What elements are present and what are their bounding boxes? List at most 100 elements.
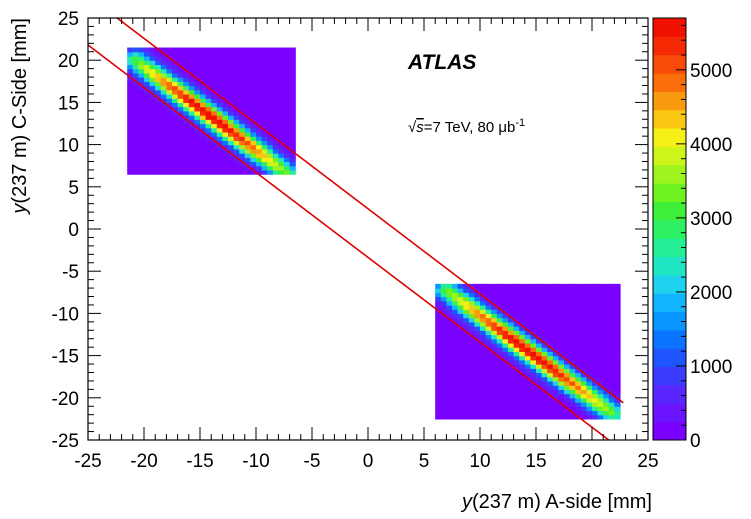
heatmap-cell (580, 334, 587, 340)
heatmap-cell (597, 406, 604, 412)
heatmap-cell (558, 283, 565, 289)
heatmap-cell (172, 64, 179, 70)
heatmap-cell (597, 389, 604, 395)
heatmap-cell (580, 359, 587, 365)
heatmap-cell (524, 309, 531, 314)
heatmap-cell (502, 406, 509, 412)
heatmap-cell (564, 342, 571, 348)
heatmap-cell (194, 64, 201, 70)
heatmap-cell (569, 372, 576, 378)
heatmap-cell (188, 106, 195, 112)
heatmap-cell (485, 342, 492, 348)
heatmap-cell (513, 330, 520, 336)
heatmap-cell (132, 123, 139, 129)
heatmap-cell (480, 296, 487, 302)
heatmap-cell (519, 351, 526, 357)
heatmap-cell (558, 292, 565, 298)
heatmap-cell (474, 397, 481, 403)
heatmap-cell (284, 98, 291, 103)
x-tick-label: 5 (419, 451, 430, 472)
heatmap-cell (155, 106, 162, 112)
heatmap-cell (284, 68, 291, 74)
heatmap-cell (496, 321, 503, 327)
heatmap-cell (552, 338, 559, 344)
heatmap-cell (575, 372, 582, 378)
heatmap-cell (508, 288, 515, 293)
heatmap-cell (177, 81, 184, 87)
heatmap-cell (149, 165, 156, 171)
heatmap-cell (547, 338, 554, 344)
heatmap-cell (233, 47, 240, 53)
heatmap-cell (530, 351, 537, 357)
heatmap-cell (508, 300, 515, 306)
heatmap-cell (552, 296, 559, 302)
heatmap-cell (278, 77, 285, 82)
heatmap-cell (463, 334, 470, 340)
heatmap-cell (127, 81, 134, 87)
heatmap-cell (244, 64, 251, 70)
heatmap-cell (261, 47, 268, 53)
heatmap-cell (183, 161, 190, 167)
heatmap-cell (569, 364, 576, 369)
heatmap-cell (569, 304, 576, 310)
heatmap-cell (519, 296, 526, 302)
heatmap-cell (166, 47, 173, 53)
heatmap-cell (166, 169, 173, 175)
heatmap-cell (468, 397, 475, 403)
heatmap-cell (564, 347, 571, 352)
heatmap-cell (160, 77, 167, 82)
heatmap-cell (205, 165, 212, 171)
heatmap-cell (216, 136, 223, 141)
heatmap-cell (200, 60, 207, 66)
heatmap-cell (452, 372, 459, 378)
heatmap-cell (502, 338, 509, 344)
palette-swatch (653, 238, 686, 258)
heatmap-cell (452, 334, 459, 340)
heatmap-cell (530, 355, 537, 361)
heatmap-cell (592, 368, 599, 374)
heatmap-cell (228, 72, 235, 78)
heatmap-cell (536, 397, 543, 403)
heatmap-cell (608, 397, 615, 403)
heatmap-cell (267, 119, 274, 125)
heatmap-cell (575, 313, 582, 319)
heatmap-cell (508, 351, 515, 357)
heatmap-cell (149, 47, 156, 53)
heatmap-cell (127, 169, 134, 175)
heatmap-cell (205, 81, 212, 87)
heatmap-cell (502, 330, 509, 336)
heatmap-cell (211, 106, 218, 112)
heatmap-cell (435, 355, 442, 361)
heatmap-cell (564, 296, 571, 302)
heatmap-cell (485, 376, 492, 382)
heatmap-cell (272, 98, 279, 103)
heatmap-cell (513, 338, 520, 344)
heatmap-cell (530, 338, 537, 344)
heatmap-cell (440, 402, 447, 407)
heatmap-cell (435, 321, 442, 327)
heatmap-cell (250, 169, 257, 175)
heatmap-cell (575, 402, 582, 407)
heatmap-cell (284, 64, 291, 70)
heatmap-cell (244, 144, 251, 150)
heatmap-cell (446, 351, 453, 357)
heatmap-cell (278, 119, 285, 125)
heatmap-cell (200, 85, 207, 91)
heatmap-cell (261, 165, 268, 171)
heatmap-cell (569, 288, 576, 293)
heatmap-cell (177, 102, 184, 108)
heatmap-cell (468, 406, 475, 412)
heatmap-cell (463, 347, 470, 352)
heatmap-cell (547, 376, 554, 382)
heatmap-cell (502, 376, 509, 382)
heatmap-cell (200, 102, 207, 108)
heatmap-cell (519, 321, 526, 327)
heatmap-cell (127, 153, 134, 158)
heatmap-cell (435, 380, 442, 386)
heatmap-cell (491, 342, 498, 348)
heatmap-cell (569, 313, 576, 319)
heatmap-cell (239, 102, 246, 108)
heatmap-cell (172, 89, 179, 95)
heatmap-cell (547, 283, 554, 289)
heatmap-cell (513, 376, 520, 382)
